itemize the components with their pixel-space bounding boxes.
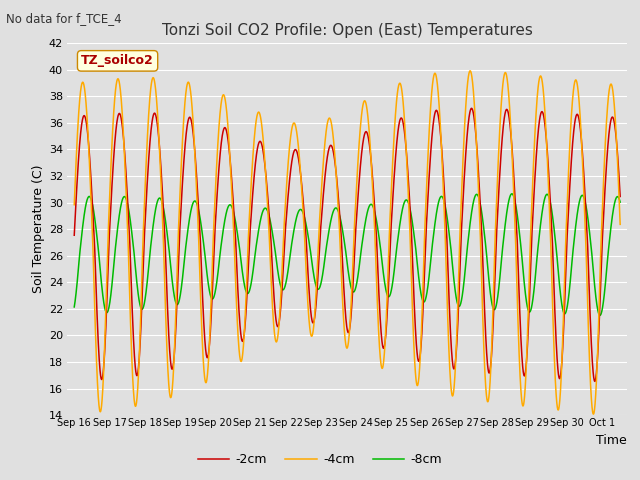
-8cm (467, 215, 475, 221)
-2cm (304, 270, 312, 276)
-2cm (468, 106, 476, 111)
-2cm (300, 203, 307, 209)
-4cm (467, 68, 474, 74)
-2cm (573, 112, 580, 118)
-4cm (304, 302, 312, 308)
-8cm (300, 211, 307, 217)
-8cm (70, 304, 78, 310)
-8cm (600, 297, 607, 303)
Line: -4cm: -4cm (74, 71, 620, 414)
X-axis label: Time: Time (596, 433, 627, 446)
-2cm (70, 232, 78, 238)
Text: No data for f_TCE_4: No data for f_TCE_4 (6, 12, 122, 25)
Title: Tonzi Soil CO2 Profile: Open (East) Temperatures: Tonzi Soil CO2 Profile: Open (East) Temp… (162, 23, 532, 38)
-4cm (300, 216, 307, 222)
-2cm (330, 150, 337, 156)
-8cm (508, 191, 516, 197)
-4cm (600, 176, 607, 181)
-8cm (616, 199, 624, 205)
Y-axis label: Soil Temperature (C): Soil Temperature (C) (31, 165, 45, 293)
-2cm (616, 193, 624, 199)
-2cm (600, 211, 607, 217)
-8cm (330, 208, 337, 214)
-4cm (589, 411, 597, 417)
Line: -2cm: -2cm (74, 108, 620, 382)
-8cm (596, 312, 604, 318)
-2cm (591, 379, 598, 384)
Text: TZ_soilco2: TZ_soilco2 (81, 54, 154, 67)
-4cm (573, 78, 580, 84)
-4cm (616, 221, 624, 227)
-8cm (573, 218, 580, 224)
-4cm (330, 138, 337, 144)
Line: -8cm: -8cm (74, 194, 620, 315)
-4cm (70, 202, 78, 208)
-8cm (304, 232, 312, 238)
Legend: -2cm, -4cm, -8cm: -2cm, -4cm, -8cm (193, 448, 447, 471)
-2cm (467, 106, 475, 112)
-4cm (467, 69, 475, 75)
